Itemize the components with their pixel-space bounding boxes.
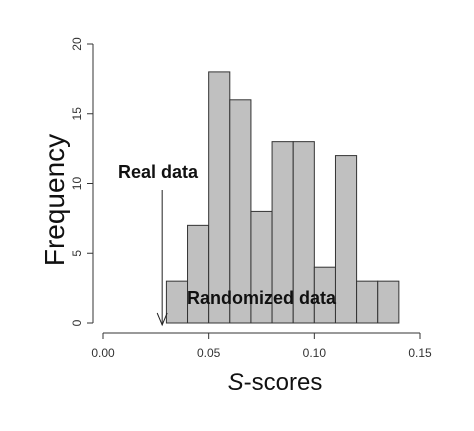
x-tick-label: 0.05 (197, 346, 221, 360)
histogram-bar-10 (377, 280, 400, 324)
y-tick-label: 15 (70, 107, 84, 121)
histogram-bar-8 (334, 155, 358, 324)
x-axis-title: S-scores (228, 369, 323, 396)
x-tick-label: 0.10 (303, 346, 327, 360)
y-tick-label: 5 (70, 250, 84, 257)
x-tick-label: 0.00 (91, 346, 115, 360)
x-tick-label: 0.15 (408, 346, 432, 360)
y-tick-label: 0 (70, 319, 84, 326)
bars-layer (165, 71, 400, 324)
annotation-layer: Real data Randomized data (118, 162, 337, 327)
randomized-data-label: Randomized data (187, 288, 337, 308)
real-data-label: Real data (118, 162, 199, 182)
y-tick-label: 20 (70, 37, 84, 51)
y-axis-title: Frequency (39, 134, 70, 266)
axes-layer: 0 5 10 15 20 0.00 0.05 0.10 0.15 S-scores Frequenc… (39, 37, 432, 396)
histogram-bar-2 (208, 71, 231, 324)
real-data-arrowhead (156, 312, 168, 327)
histogram-bar-6 (292, 141, 315, 324)
y-tick-label: 10 (70, 177, 84, 191)
histogram-bar-1 (187, 224, 210, 324)
histogram-bar-9 (356, 280, 379, 324)
histogram-bar-0 (165, 280, 189, 324)
